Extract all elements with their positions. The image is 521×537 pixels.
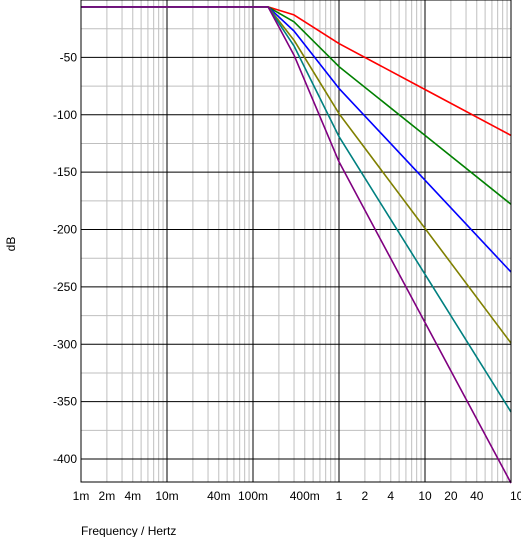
x-tick-label: 2m: [99, 489, 116, 503]
y-tick-labels: -50 -100 -150 -200 -250 -300 -350 -400: [53, 50, 77, 466]
x-tick-label: 2: [362, 489, 369, 503]
x-tick-label: 40m: [207, 489, 230, 503]
x-tick-label: 100: [510, 489, 521, 503]
x-tick-label: 100m: [238, 489, 268, 503]
x-tick-label: 400m: [290, 489, 320, 503]
y-tick-label: -250: [53, 280, 77, 294]
y-tick-label: -400: [53, 452, 77, 466]
y-tick-label: -350: [53, 395, 77, 409]
x-tick-labels: 1m 2m 4m 10m 40m 100m 400m 1 2 4 10 20 40 100: [73, 489, 521, 503]
x-tick-label: 4: [387, 489, 394, 503]
x-tick-label: 20: [444, 489, 458, 503]
y-tick-label: -50: [60, 50, 78, 64]
plot-frame: [80, 0, 512, 483]
x-tick-label: 40: [470, 489, 484, 503]
y-axis-title: dB: [4, 237, 18, 252]
y-tick-label: -200: [53, 223, 77, 237]
x-tick-label: 1: [336, 489, 343, 503]
series-line-6: [81, 6, 512, 484]
x-tick-label: 1m: [73, 489, 90, 503]
series-layer: [81, 6, 512, 484]
x-tick-label: 10m: [155, 489, 178, 503]
major-grid: [80, 0, 511, 482]
x-tick-label: 4m: [124, 489, 141, 503]
plot-area: [81, 0, 511, 482]
y-tick-label: -300: [53, 337, 77, 351]
y-tick-label: -150: [53, 165, 77, 179]
y-tick-label: -100: [53, 108, 77, 122]
x-tick-label: 10: [418, 489, 432, 503]
x-axis-title: Frequency / Hertz: [81, 524, 176, 537]
